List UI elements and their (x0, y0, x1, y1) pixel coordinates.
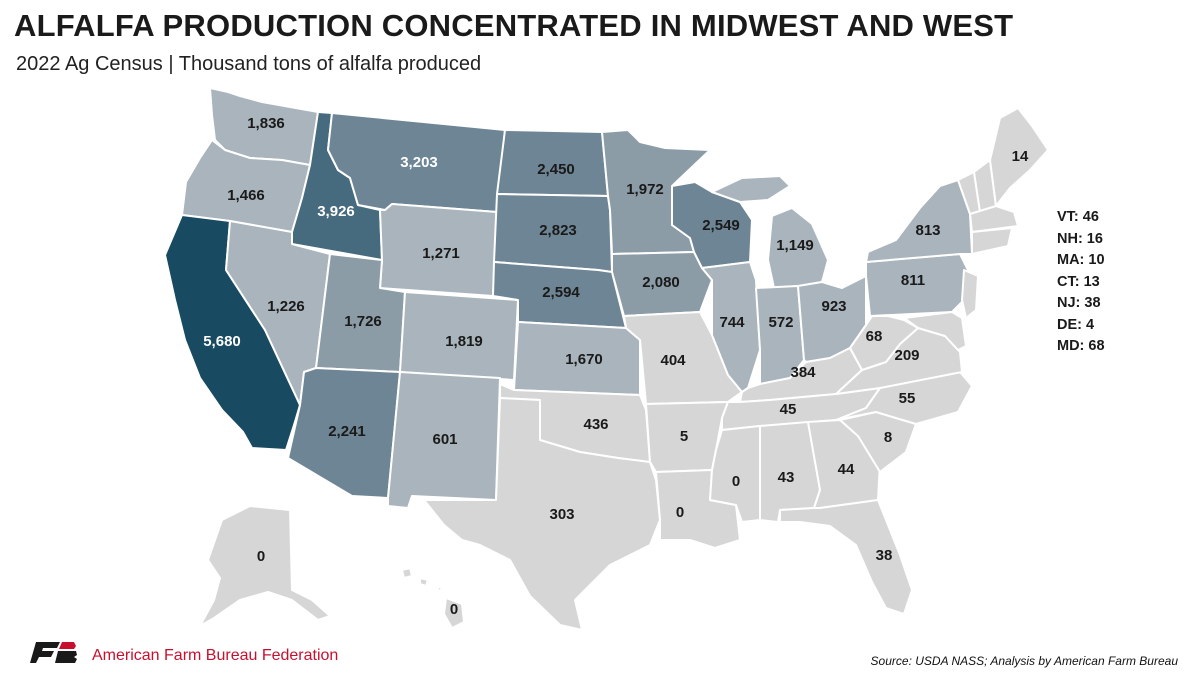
afbf-logo-icon (30, 642, 77, 663)
label-ak: 0 (257, 548, 265, 565)
label-ne: 2,594 (542, 284, 580, 301)
small-state-item: MD: 68 (1057, 338, 1105, 354)
source-note: Source: USDA NASS; Analysis by American … (870, 654, 1178, 668)
label-hi: 0 (450, 601, 458, 618)
label-al: 43 (778, 469, 795, 486)
label-ca: 5,680 (203, 333, 241, 350)
small-state-item: DE: 4 (1057, 316, 1095, 333)
label-mi: 1,149 (776, 237, 814, 254)
state-ct-ri (971, 227, 1013, 255)
state-ak (199, 505, 331, 627)
label-mn: 1,972 (626, 181, 664, 198)
label-nc: 55 (899, 390, 916, 407)
state-nj (961, 269, 979, 319)
organization-name: American Farm Bureau Federation (92, 647, 339, 664)
label-wa: 1,836 (247, 115, 285, 132)
label-ny: 813 (915, 222, 940, 239)
label-nd: 2,450 (537, 161, 575, 178)
label-mo: 404 (660, 352, 686, 369)
small-state-item: CT: 13 (1057, 273, 1100, 290)
label-fl: 38 (876, 547, 893, 564)
label-az: 2,241 (328, 423, 366, 440)
label-tn: 45 (780, 401, 797, 418)
label-ks: 1,670 (565, 351, 603, 368)
label-mt: 3,203 (400, 154, 438, 171)
label-ga: 44 (838, 461, 855, 478)
label-sd: 2,823 (539, 222, 577, 239)
label-wi: 2,549 (702, 217, 740, 234)
label-oh: 923 (821, 298, 846, 315)
label-ut: 1,726 (344, 313, 382, 330)
map-title: ALFALFA PRODUCTION CONCENTRATED IN MIDWE… (14, 8, 1014, 43)
label-va: 209 (894, 347, 919, 364)
state-md-de (903, 311, 967, 351)
label-nm: 601 (432, 431, 457, 448)
state-ks (513, 321, 641, 396)
state-hi (401, 567, 465, 629)
state-fl (779, 499, 913, 615)
label-wv: 68 (866, 328, 883, 345)
label-id: 3,926 (317, 203, 355, 220)
label-wy: 1,271 (422, 245, 460, 262)
label-ms: 0 (732, 473, 740, 490)
label-il: 744 (719, 314, 745, 331)
state-mo (623, 311, 743, 405)
label-ok: 436 (583, 416, 608, 433)
small-state-item: NJ: 38 (1057, 295, 1101, 311)
small-state-item: NH: 16 (1057, 230, 1103, 247)
label-me: 14 (1012, 148, 1029, 165)
label-nv: 1,226 (267, 298, 305, 315)
label-sc: 8 (884, 429, 892, 446)
small-state-item: MA: 10 (1057, 252, 1105, 268)
state-pa (865, 253, 969, 317)
label-or: 1,466 (227, 187, 265, 204)
label-pa: 811 (901, 272, 925, 289)
label-ia: 2,080 (642, 274, 680, 291)
label-ky: 384 (790, 364, 816, 381)
small-states-list: VT: 46 NH: 16 MA: 10 CT: 13 NJ: 38 DE: 4… (1057, 207, 1105, 358)
small-state-item: VT: 46 (1057, 209, 1099, 225)
state-tx (423, 397, 661, 631)
label-in: 572 (768, 314, 793, 331)
label-tx: 303 (549, 506, 574, 523)
map-subtitle: 2022 Ag Census | Thousand tons of alfalf… (16, 53, 482, 75)
label-co: 1,819 (445, 333, 483, 350)
state-ma (969, 205, 1019, 233)
label-la: 0 (676, 504, 684, 521)
label-ar: 5 (680, 428, 688, 445)
state-me (989, 107, 1049, 207)
